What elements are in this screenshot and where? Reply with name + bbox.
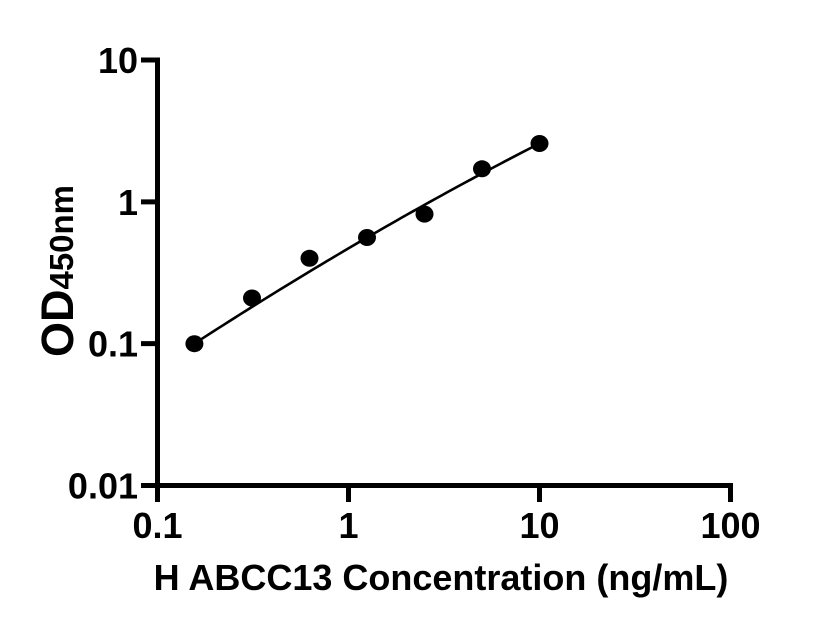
data-point xyxy=(415,205,434,223)
data-point xyxy=(530,135,549,152)
y-axis-label-sub: 450nm xyxy=(43,184,80,290)
x-tick-label: 10 xyxy=(519,505,559,546)
x-tick-label: 100 xyxy=(700,505,760,546)
data-point xyxy=(243,289,261,307)
y-tick-label: 10 xyxy=(98,40,138,81)
x-tick-label: 1 xyxy=(338,505,358,546)
axis-spine xyxy=(155,57,733,488)
y-tick-label: 0.1 xyxy=(88,324,138,365)
y-tick-label: 1 xyxy=(118,182,138,223)
y-tick-label: 0.01 xyxy=(68,466,138,507)
y-axis-label-main: OD xyxy=(32,289,83,358)
x-axis-label: H ABCC13 Concentration (ng/mL) xyxy=(153,557,729,598)
data-point xyxy=(185,335,204,353)
data-point xyxy=(473,160,491,178)
y-axis-label: OD450nm xyxy=(32,185,84,357)
x-tick-label: 0.1 xyxy=(132,505,182,546)
data-point xyxy=(300,249,319,267)
data-point xyxy=(358,229,376,246)
